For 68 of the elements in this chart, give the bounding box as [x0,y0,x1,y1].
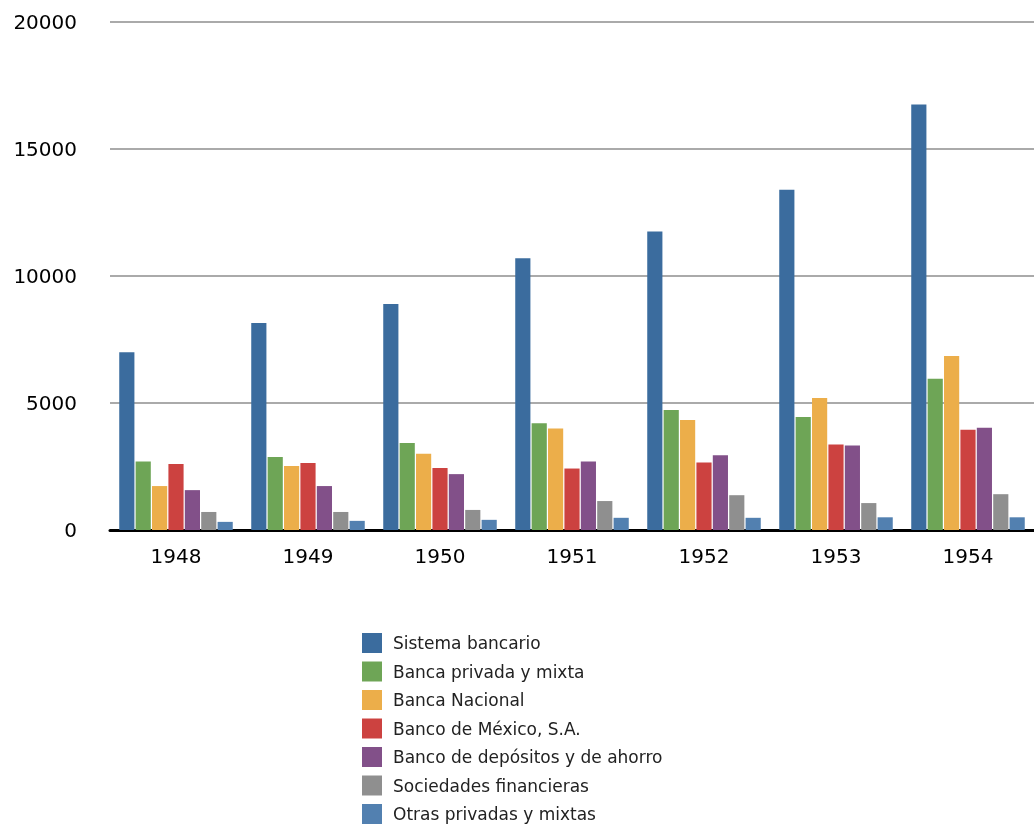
legend-label: Banca Nacional [393,690,525,710]
y-tick-label: 15000 [13,137,77,161]
bar [432,468,448,530]
bar [531,423,547,530]
bar [300,462,316,530]
x-tick-label: 1948 [150,544,202,568]
bar [383,303,399,530]
bar [416,453,432,530]
bar [861,503,877,530]
bar [795,416,811,530]
bar [135,461,151,530]
legend-label: Banco de México, S.A. [393,718,581,739]
bar [712,455,728,530]
bar [680,420,696,530]
bar [745,517,761,530]
bar [465,509,481,530]
bar [515,258,531,530]
bar [779,189,795,530]
bar [911,104,927,530]
y-tick-label: 10000 [13,264,77,288]
bar [944,356,960,530]
bar [812,397,828,530]
bar [152,486,168,530]
bar [976,427,992,530]
bar [399,442,415,530]
bar [647,231,663,530]
bar [613,517,629,530]
bar [251,322,267,530]
bar [597,501,613,530]
bar [217,521,233,530]
bar [267,457,283,530]
bar [696,462,712,530]
bar [729,495,745,530]
bar [663,410,679,530]
bar [481,519,497,530]
bar [927,378,943,530]
bar [1009,517,1025,530]
x-tick-label: 1949 [282,544,334,568]
x-tick-label: 1954 [942,544,994,568]
bar [844,445,860,530]
x-tick-label: 1952 [678,544,730,568]
bar [201,511,217,530]
bar [993,494,1009,530]
y-tick-label: 20000 [13,10,77,34]
x-tick-label: 1953 [810,544,862,568]
legend-label: Sociedades financieras [393,775,590,796]
bar [168,463,184,530]
legend-label: Banca privada y mixta [393,661,585,682]
bar [828,444,844,530]
bar [448,474,464,530]
legend-label: Sistema bancario [393,633,541,653]
x-tick-label: 1950 [414,544,466,568]
x-tick-label: 1951 [546,544,598,568]
bar [119,352,135,530]
y-tick-label: 5000 [26,391,77,415]
bar [580,461,596,530]
bar [184,490,200,530]
bar [960,429,976,530]
y-tick-label: 0 [64,518,77,542]
bar [333,511,349,530]
bar [316,486,332,530]
bar [548,428,564,530]
bar [349,520,365,530]
bar [877,517,893,530]
bar [564,468,580,530]
bar [284,465,300,530]
legend-label: Otras privadas y mixtas [393,804,597,824]
legend-label: Banco de depósitos y de ahorro [393,747,663,767]
